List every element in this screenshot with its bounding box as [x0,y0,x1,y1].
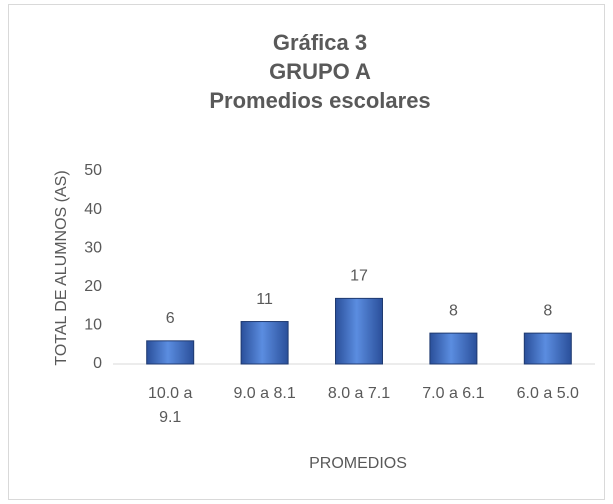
y-tick-label: 50 [84,162,102,179]
x-tick-label: 8.0 a 7.1 [327,385,391,402]
data-label: 6 [166,310,175,327]
bar [523,332,572,365]
data-label: 11 [256,291,273,308]
bar [146,340,195,365]
chart-title: GRUPO A [269,59,371,84]
y-axis-title: TOTAL DE ALUMNOS (AS) [53,170,70,365]
x-tick-label: 7.0 a 6.1 [422,385,485,402]
x-axis-title: PROMEDIOS [309,455,407,472]
x-tick-label: 6.0 a 5.0 [516,385,579,402]
bar [240,321,289,365]
x-tick-label: 10.0 a 9.1 [147,385,193,426]
chart-frame [8,4,605,500]
y-tick-label: 20 [84,278,102,295]
x-tick-label: 9.0 a 8.1 [233,385,296,402]
bar [335,297,383,365]
chart-title: Promedios escolares [209,88,430,113]
y-tick-label: 40 [84,201,102,218]
y-tick-label: 10 [84,317,102,334]
data-label: 8 [543,302,552,319]
bar [429,332,478,365]
data-label: 8 [449,302,458,319]
y-tick-label: 30 [84,239,102,256]
chart-title: Gráfica 3 [273,30,367,55]
data-label: 17 [350,268,368,285]
y-tick-label: 0 [93,355,102,372]
